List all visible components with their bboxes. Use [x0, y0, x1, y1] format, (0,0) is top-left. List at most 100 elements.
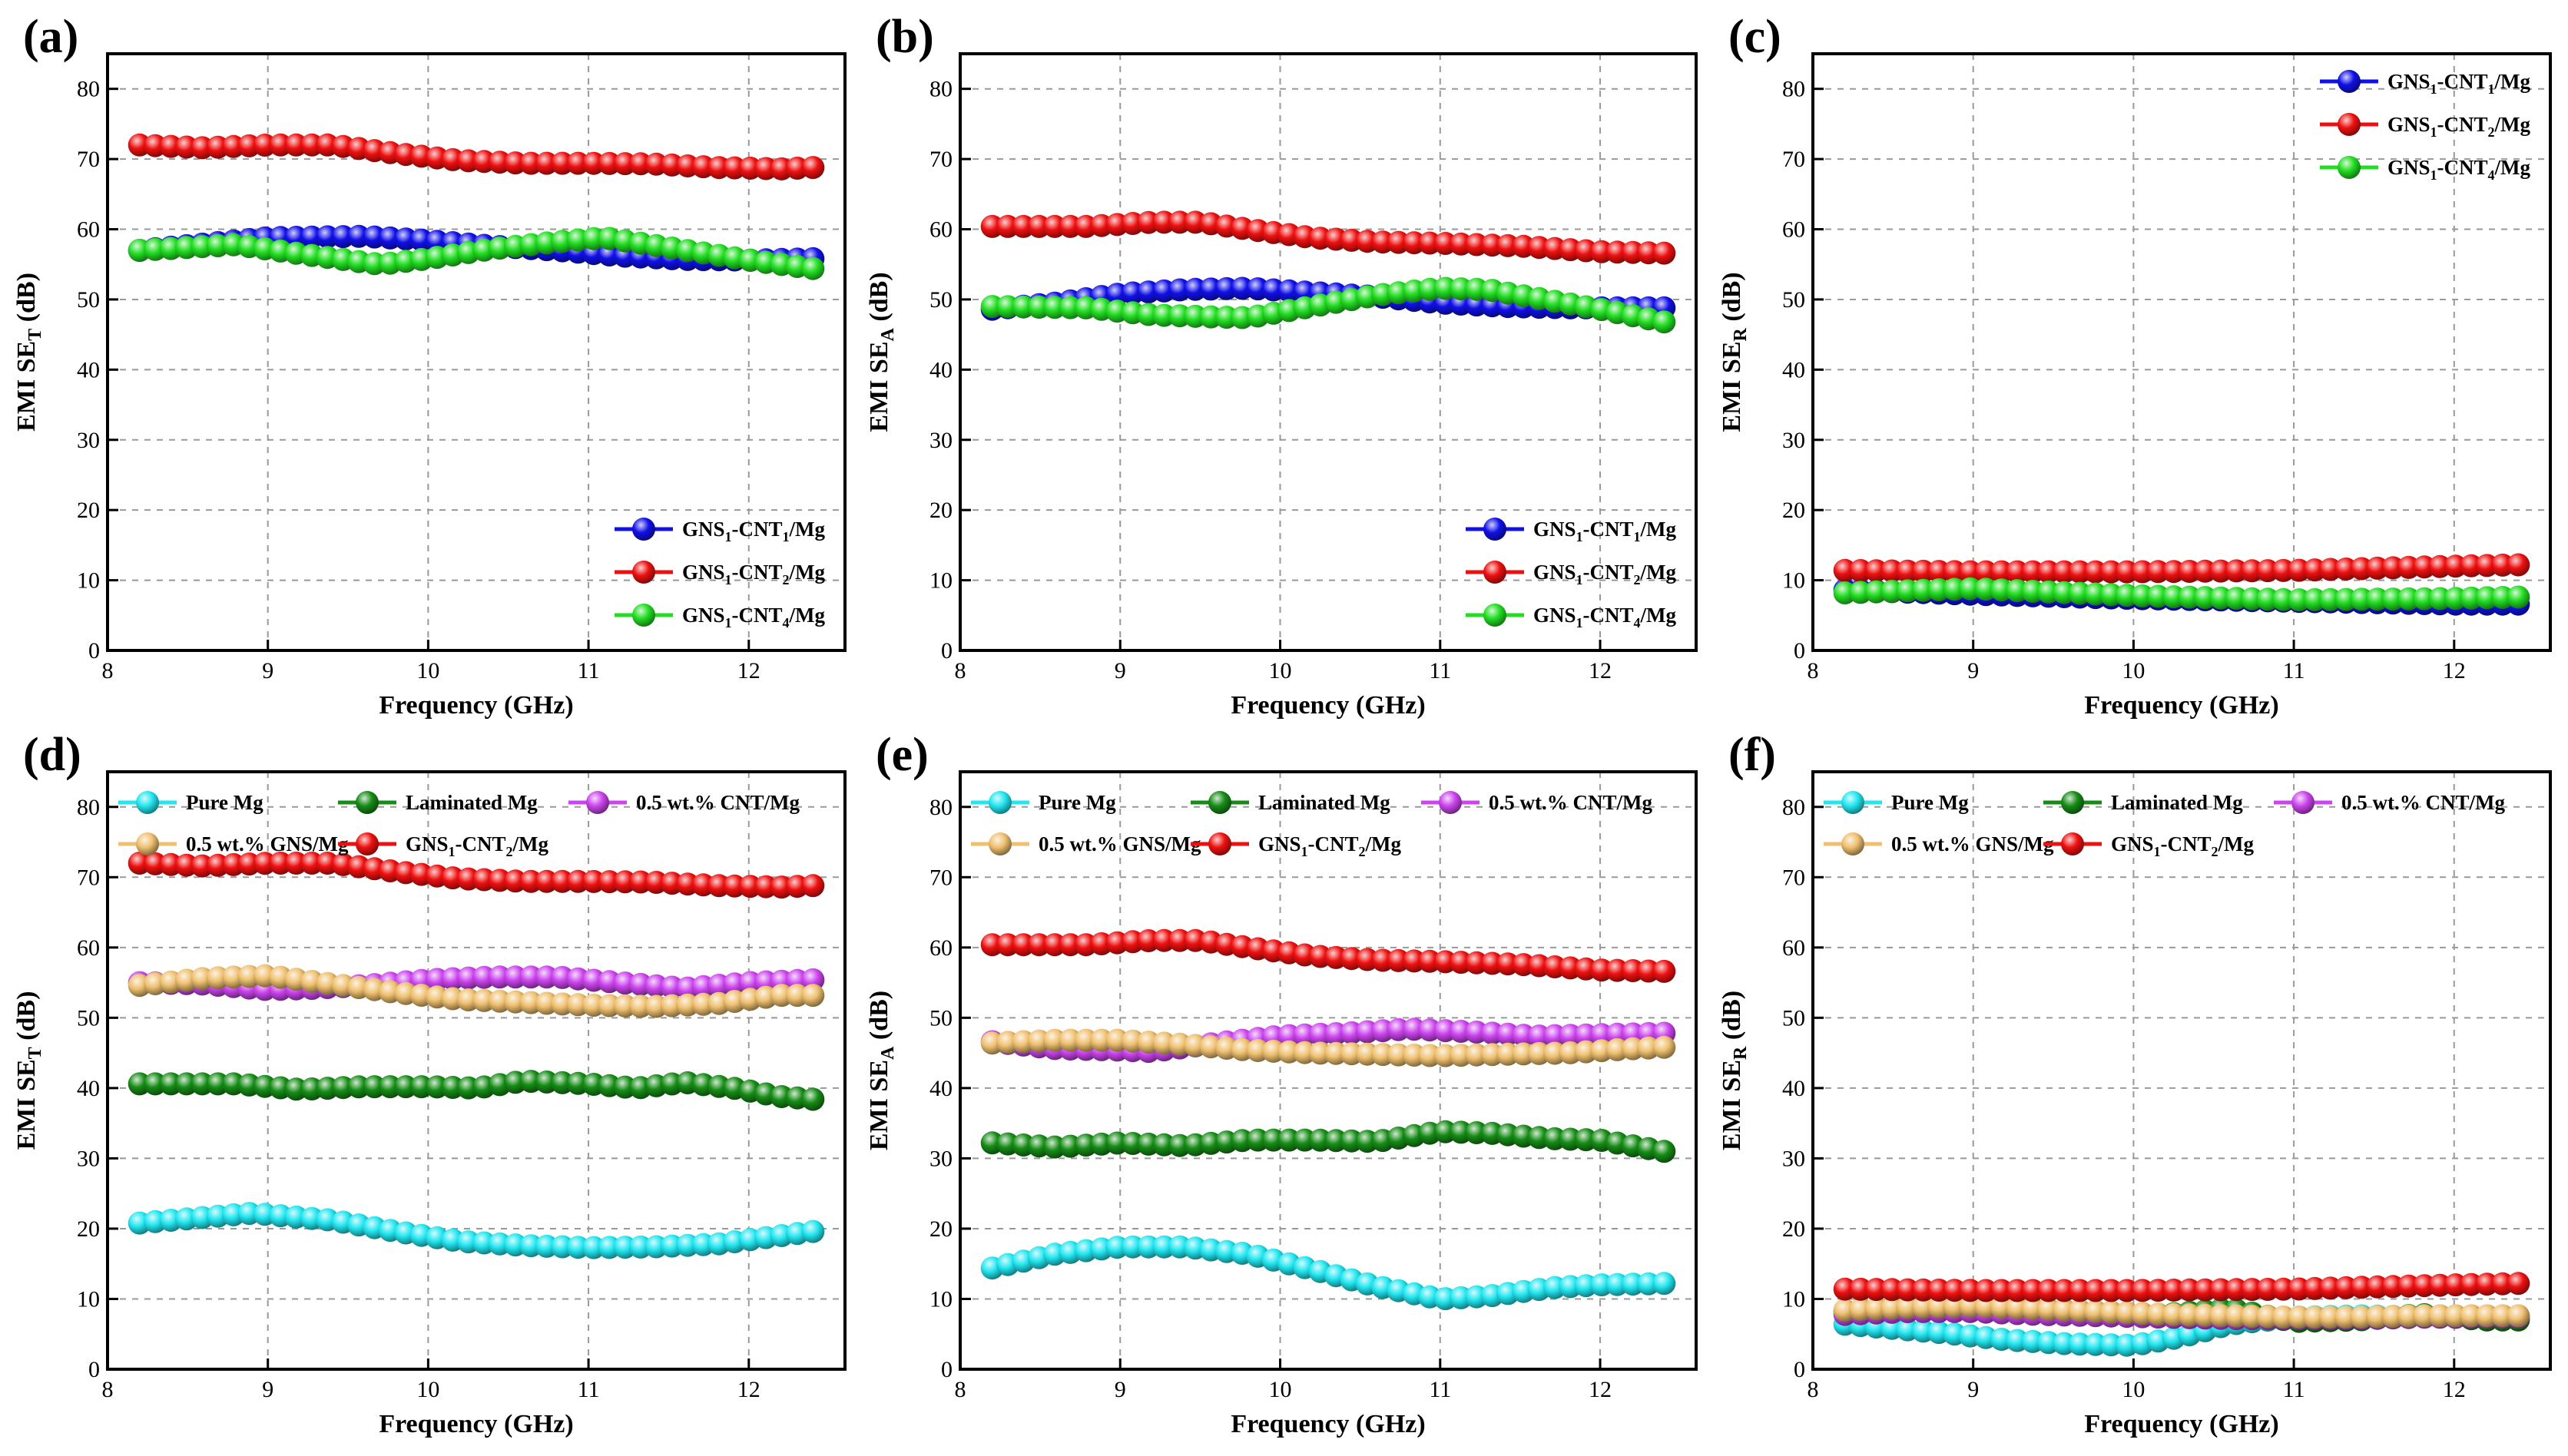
y-tick-label: 60	[929, 935, 953, 961]
legend-label-text: 0.5 wt.% GNS/Mg	[1039, 832, 1201, 855]
y-tick-label: 80	[77, 795, 100, 820]
legend-label-text: GNS	[2387, 156, 2430, 179]
legend-label-text: GNS	[682, 604, 725, 627]
x-tick-label: 9	[262, 1377, 273, 1402]
y-tick-label: 50	[1782, 287, 1805, 313]
legend-marker	[2338, 156, 2361, 179]
legend-marker	[136, 832, 159, 855]
legend-marker	[356, 791, 379, 814]
legend-item-0: Pure Mg	[118, 791, 263, 814]
legend-label-text: /Mg	[2218, 832, 2255, 855]
legend-label-text: -CNT	[2437, 156, 2488, 179]
y-tick-label: 0	[1794, 1357, 1805, 1382]
x-tick-label: 8	[955, 1377, 966, 1402]
legend-label-text: /Mg	[1640, 518, 1677, 541]
y-tick-label: 20	[1782, 498, 1805, 523]
legend-marker	[632, 604, 655, 627]
plot-frame	[106, 52, 847, 652]
legend-item-2: GNS1-CNT4/Mg	[1466, 604, 1677, 630]
y-axis-title-subscript: A	[878, 327, 898, 341]
legend-label-text: 0.5 wt.% CNT/Mg	[636, 791, 800, 814]
legend-item-2: GNS1-CNT4/Mg	[2320, 156, 2531, 183]
x-tick-label: 12	[737, 658, 760, 683]
x-tick-label: 8	[102, 658, 114, 683]
legend-item-1: GNS1-CNT2/Mg	[1466, 561, 1677, 587]
y-axis-title: EMI SET (dB)	[12, 991, 45, 1150]
panel-label: (f)	[1728, 729, 1776, 781]
series-1	[980, 1120, 1676, 1163]
y-axis-title-subscript: A	[878, 1046, 898, 1060]
legend-label-text: /Mg	[789, 561, 826, 584]
y-tick-label: 40	[1782, 357, 1805, 382]
y-tick-label: 60	[77, 935, 100, 961]
legend-marker	[2061, 832, 2084, 855]
y-tick-label: 60	[1782, 217, 1805, 243]
x-tick-label: 11	[578, 1377, 600, 1402]
panel-label: (a)	[23, 11, 78, 63]
legend-label-text: Pure Mg	[186, 791, 263, 814]
data-point	[1652, 1140, 1676, 1163]
y-tick-label: 70	[77, 865, 100, 890]
y-tick-label: 10	[929, 568, 953, 594]
y-tick-label: 0	[88, 1357, 100, 1382]
data-point	[1652, 959, 1676, 983]
legend-label: 0.5 wt.% CNT/Mg	[636, 791, 800, 814]
legend-label: GNS1-CNT4/Mg	[2387, 156, 2531, 183]
x-axis-title: Frequency (GHz)	[2084, 1410, 2278, 1438]
data-point	[2507, 1304, 2530, 1328]
legend-label-text: -CNT	[1583, 518, 1634, 541]
plot-frame	[959, 52, 1698, 652]
x-axis-title: Frequency (GHz)	[1231, 1410, 1425, 1438]
legend-label-subscript: 4	[1634, 615, 1641, 630]
legend-item-0: GNS1-CNT1/Mg	[2320, 70, 2531, 97]
series-2	[980, 276, 1676, 334]
legend-label-text: -CNT	[732, 518, 783, 541]
y-tick-label: 50	[1782, 1005, 1805, 1031]
legend-label-text: /Mg	[512, 832, 549, 855]
legend-label-text: GNS	[682, 561, 725, 584]
legend-label-subscript: 1	[2154, 844, 2161, 859]
x-tick-label: 9	[1967, 658, 1979, 683]
legend-item-3: 0.5 wt.% GNS/Mg	[971, 832, 1201, 855]
y-axis-title-suffix: (dB)	[1718, 272, 1746, 328]
y-axis-title: EMI SER (dB)	[1718, 991, 1751, 1150]
legend-label-text: 0.5 wt.% GNS/Mg	[1891, 832, 2054, 855]
x-tick-label: 10	[2122, 658, 2145, 683]
legend-label-text: Pure Mg	[1891, 791, 1969, 814]
y-tick-label: 70	[929, 147, 953, 172]
legend-label-text: /Mg	[789, 604, 826, 627]
data-point	[1652, 241, 1676, 265]
y-axis-title: EMI SEA (dB)	[865, 991, 898, 1150]
legend-label-subscript: 4	[2488, 167, 2495, 183]
y-axis-title-subscript: T	[25, 329, 45, 341]
legend-label-subscript: 2	[506, 844, 513, 859]
legend-label: GNS1-CNT1/Mg	[682, 518, 826, 544]
legend-marker	[136, 791, 159, 814]
data-point	[801, 256, 825, 280]
legend-label: 0.5 wt.% CNT/Mg	[1489, 791, 1652, 814]
legend-label-text: GNS	[1533, 561, 1576, 584]
y-tick-label: 10	[77, 1286, 100, 1312]
y-axis-title-suffix: (dB)	[12, 991, 41, 1047]
y-tick-label: 60	[1782, 935, 1805, 961]
y-axis-title: EMI SEA (dB)	[865, 272, 898, 432]
legend-marker	[2338, 70, 2361, 93]
y-tick-label: 0	[1794, 638, 1805, 663]
legend-label-subscript: 1	[725, 572, 732, 587]
legend-label-text: Laminated Mg	[406, 791, 538, 814]
series-3	[980, 1028, 1676, 1067]
y-tick-label: 80	[929, 77, 953, 102]
legend-label-text: GNS	[1533, 604, 1576, 627]
x-tick-label: 11	[578, 658, 600, 683]
y-tick-label: 80	[929, 795, 953, 820]
legend-item-2: 0.5 wt.% CNT/Mg	[568, 791, 800, 814]
legend-label-text: /Mg	[789, 518, 826, 541]
legend-label-text: -CNT	[1583, 604, 1634, 627]
legend-label-text: /Mg	[1640, 561, 1677, 584]
legend-label-subscript: 2	[783, 572, 790, 587]
panel-label: (e)	[876, 729, 929, 781]
data-point	[801, 874, 825, 898]
series-3	[128, 964, 825, 1018]
